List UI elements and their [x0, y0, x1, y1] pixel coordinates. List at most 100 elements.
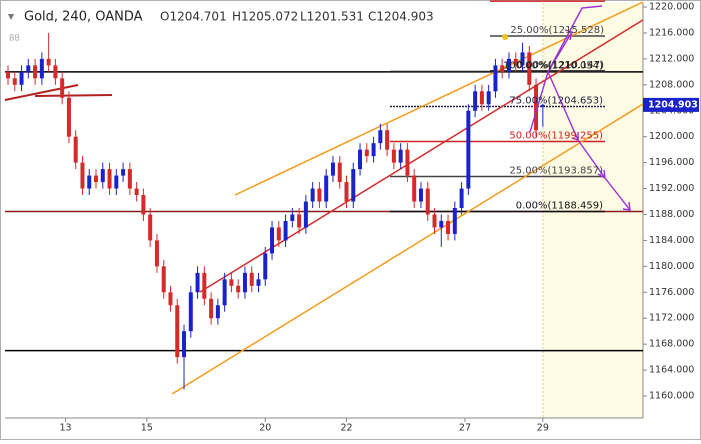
candle-body	[188, 292, 193, 332]
candle-body	[317, 188, 322, 202]
candle-body	[270, 227, 275, 254]
indicator-label: BB	[9, 34, 20, 43]
candle-body	[412, 175, 417, 202]
candle-body	[425, 188, 430, 215]
y-tick-label: 1220.000	[649, 2, 694, 13]
candle-body	[256, 279, 261, 286]
candle-body	[344, 182, 349, 202]
candle-body	[114, 175, 119, 189]
candle-body	[107, 169, 112, 189]
fib-label: 100.00%(1210.054)	[503, 61, 603, 72]
candle-body	[473, 91, 478, 111]
channel	[4, 1, 644, 395]
y-tick-label: 1200.000	[649, 131, 694, 142]
candle-body	[276, 227, 281, 241]
candles	[6, 32, 545, 390]
y-tick-label: 1160.000	[649, 391, 694, 402]
candle-body	[249, 272, 254, 286]
y-tick-label: 1184.000	[649, 235, 694, 246]
candle-body	[527, 52, 532, 85]
candle-body	[337, 162, 342, 183]
y-tick-label: 1208.000	[649, 79, 694, 90]
fib-label: 50.00%(1199.255)	[509, 131, 603, 142]
candle-body	[459, 188, 464, 209]
arrowhead	[571, 132, 579, 141]
candle-body	[182, 331, 187, 358]
x-tick-label: 29	[537, 423, 549, 434]
x-tick-label: 27	[459, 423, 471, 434]
x-tick-label: 13	[59, 423, 71, 434]
candle-body	[283, 220, 288, 241]
candle-body	[297, 214, 302, 228]
trend-line	[4, 84, 79, 101]
fib-label: 0.00%(1210.147)	[517, 60, 604, 71]
candle-body	[418, 188, 423, 202]
candle-body	[73, 136, 78, 163]
candle-body	[161, 266, 166, 293]
candle-body	[493, 65, 498, 92]
y-tick-label: 1212.000	[649, 53, 694, 64]
ohlc-open: O1204.701	[160, 10, 227, 24]
candle-body	[479, 91, 484, 105]
arrowhead	[564, 29, 573, 41]
y-tick-label: 1180.000	[649, 261, 694, 272]
candle-body	[60, 78, 65, 98]
ohlc-close: C1204.903	[368, 10, 434, 24]
candle-body	[263, 253, 268, 280]
candle-body	[242, 272, 247, 293]
candle-body	[330, 162, 335, 176]
candle-body	[94, 175, 99, 183]
candle-body	[310, 188, 315, 202]
candle-body	[39, 58, 44, 79]
candle-body	[439, 220, 444, 228]
candle-body	[446, 220, 451, 234]
candle-body	[513, 58, 518, 66]
candle-body	[405, 149, 410, 176]
candle-body	[432, 214, 437, 228]
y-tick-label: 1188.000	[649, 209, 694, 220]
candle-body	[66, 97, 71, 137]
candle-body	[229, 279, 234, 286]
fib-label: 0.00%(1188.459)	[516, 201, 603, 212]
candle-body	[222, 279, 227, 306]
candle-body	[202, 272, 207, 299]
fib-label: 25.00%(1215.528)	[510, 25, 604, 36]
candle-body	[33, 65, 38, 79]
candle-body	[19, 71, 24, 85]
candle-body	[290, 214, 295, 221]
candle-body	[141, 195, 146, 215]
candle-body	[324, 175, 329, 202]
candle-body	[195, 272, 200, 293]
y-tick-label: 1216.000	[649, 27, 694, 38]
candle-body	[540, 104, 545, 107]
arrowhead	[597, 169, 606, 180]
y-tick-label: 1168.000	[649, 339, 694, 350]
candle-body	[6, 71, 10, 79]
candle-body	[500, 65, 505, 72]
candle-body	[100, 169, 105, 183]
y-tick-label: 1172.000	[649, 313, 694, 324]
candle-body	[351, 169, 356, 202]
candle-body	[148, 214, 153, 241]
candle-body	[466, 110, 471, 189]
arrow-down	[547, 71, 631, 211]
candle-body	[154, 240, 159, 267]
x-tick-label: 15	[141, 423, 153, 434]
symbol: Gold, 240, OANDA	[24, 10, 143, 25]
arrow-up	[547, 5, 603, 73]
projection-arrows	[529, 5, 631, 211]
candle-body	[175, 305, 180, 358]
x-tick-label: 20	[259, 423, 271, 434]
price-tag-label: 1204.903	[648, 99, 698, 110]
candle-body	[134, 188, 139, 196]
y-tick-label: 1176.000	[649, 287, 694, 298]
channel-lower	[171, 103, 644, 395]
collapse-icon	[8, 14, 14, 20]
candle-body	[452, 208, 457, 234]
candle-body	[215, 305, 220, 319]
candle-body	[371, 143, 376, 157]
candle-body	[486, 91, 491, 105]
candle-body	[385, 130, 390, 150]
candle-body	[236, 285, 241, 293]
candle-body	[364, 149, 369, 157]
